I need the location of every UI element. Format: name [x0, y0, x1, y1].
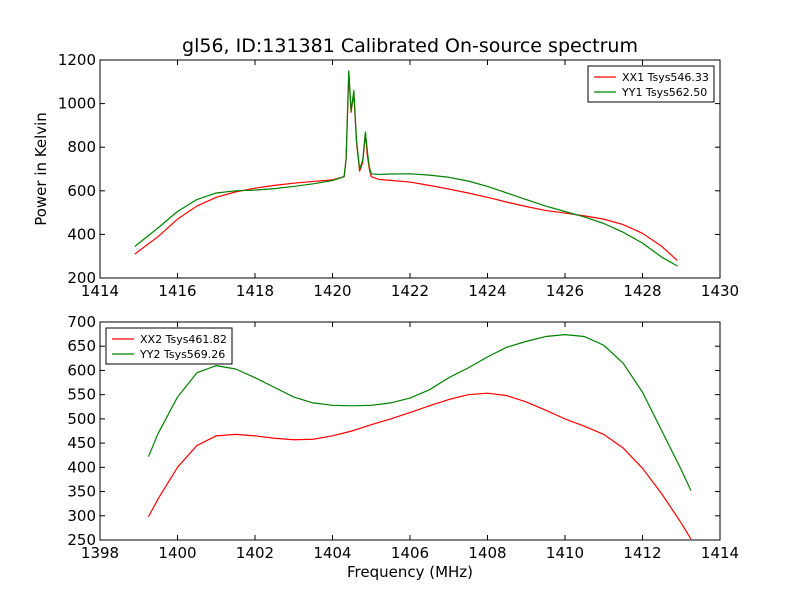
x-tick-label: 1400 [158, 544, 196, 562]
y-tick-label: 600 [67, 361, 96, 379]
x-axis-title: Frequency (MHz) [347, 563, 473, 581]
x-tick-label: 1406 [391, 544, 429, 562]
chart-title: gl56, ID:131381 Calibrated On-source spe… [182, 35, 638, 57]
x-tick-label: 1420 [313, 282, 351, 300]
x-tick-label: 1404 [313, 544, 351, 562]
legend-box [587, 65, 715, 103]
y-tick-label: 1200 [58, 51, 96, 69]
x-tick-label: 1402 [236, 544, 274, 562]
series-line-2 [134, 70, 678, 267]
legend-box [105, 327, 233, 365]
y-tick-label: 350 [67, 483, 96, 501]
y-tick-label: 500 [67, 410, 96, 428]
legend-label: YY1 Tsys562.50 [621, 86, 707, 99]
legend-label: YY2 Tsys569.26 [139, 348, 225, 361]
chart-top: 1414 1416 1418 1420 1422 1424 1426 1428 1430 200 4… [32, 51, 739, 300]
y-tick-label: 600 [67, 182, 96, 200]
x-tick-label: 1424 [468, 282, 506, 300]
y-tick-label: 650 [67, 337, 96, 355]
x-tick-label: 1414 [701, 544, 739, 562]
y-axis-title: Power in Kelvin [32, 112, 50, 226]
legend-label: XX2 Tsys461.82 [140, 333, 227, 346]
legend: XX2 Tsys461.82 YY2 Tsys569.26 [105, 327, 233, 365]
y-tick-label: 550 [67, 386, 96, 404]
y-tick-label: 400 [67, 225, 96, 243]
x-tick-label: 1414 [81, 282, 119, 300]
y-tick-label: 800 [67, 138, 96, 156]
series-line-1 [147, 392, 692, 540]
y-tick-label: 400 [67, 458, 96, 476]
x-tick-label: 1426 [546, 282, 584, 300]
y-tick-label: 700 [67, 313, 96, 331]
y-tick-label: 450 [67, 434, 96, 452]
x-tick-label: 1430 [701, 282, 739, 300]
y-tick-label: 250 [67, 531, 96, 549]
y-tick-label: 1000 [58, 95, 96, 113]
x-tick-label: 1416 [158, 282, 196, 300]
x-tick-label: 1412 [623, 544, 661, 562]
y-tick-label: 200 [67, 269, 96, 287]
series-line-2 [147, 334, 692, 491]
x-tick-label: 1410 [546, 544, 584, 562]
legend: XX1 Tsys546.33 YY1 Tsys562.50 [587, 65, 715, 103]
x-tick-label: 1398 [81, 544, 119, 562]
chart-bottom: 1398 1400 1402 1404 1406 1408 1410 1412 1414 250 3… [67, 313, 739, 581]
x-tick-label: 1422 [391, 282, 429, 300]
y-tick-label: 300 [67, 507, 96, 525]
legend-label: XX1 Tsys546.33 [622, 71, 709, 84]
x-tick-label: 1428 [623, 282, 661, 300]
x-tick-label: 1418 [236, 282, 274, 300]
x-tick-label: 1408 [468, 544, 506, 562]
